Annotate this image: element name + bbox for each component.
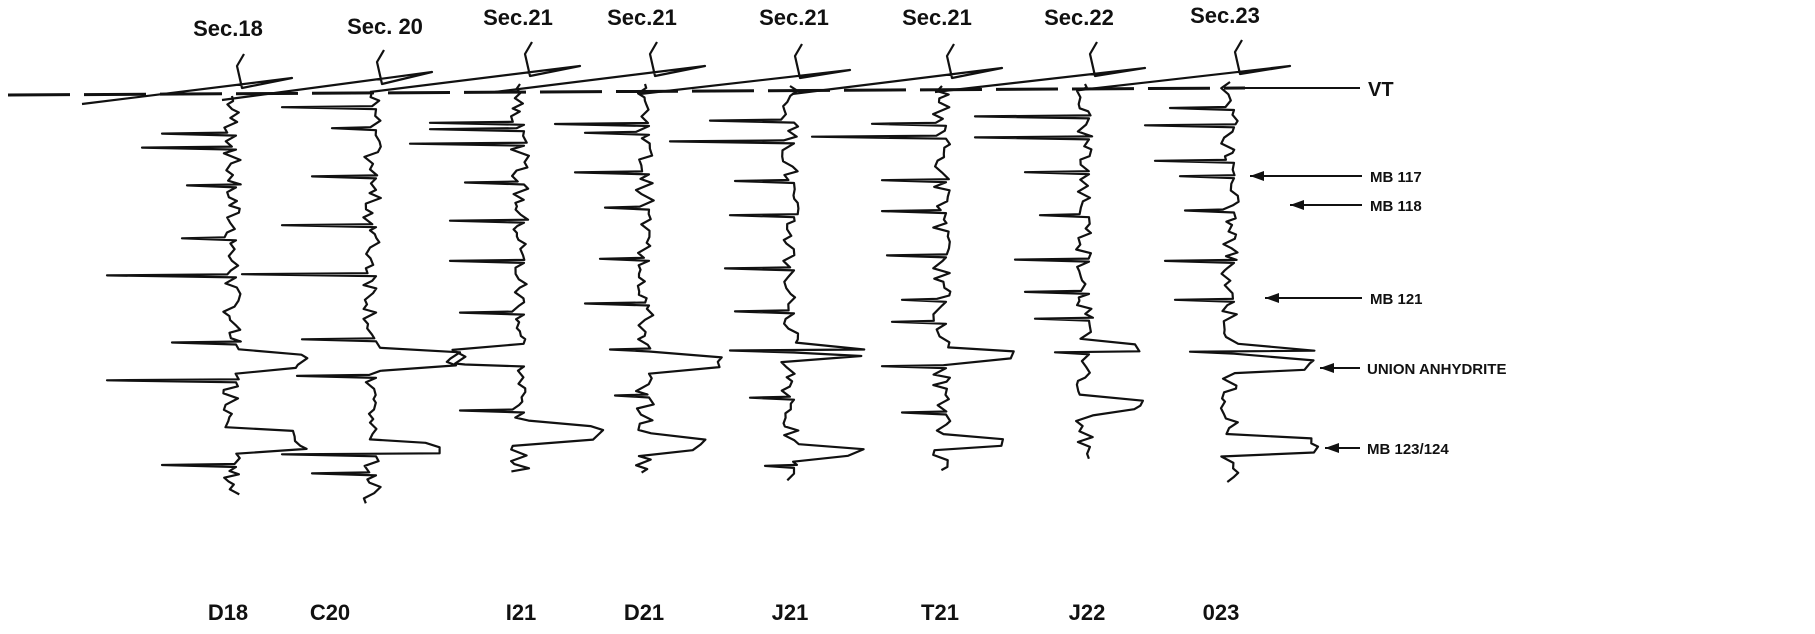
vt-datum-line	[7, 86, 1246, 97]
well-log-trace-i21	[369, 41, 605, 473]
well-log-trace-j21	[639, 43, 866, 482]
well-label-c20: C20	[310, 600, 350, 625]
section-label-i21: Sec.21	[483, 5, 553, 30]
marker-arrow-head	[1265, 293, 1279, 303]
section-label-d21: Sec.21	[607, 5, 677, 30]
section-label-j22: Sec.22	[1044, 5, 1114, 30]
well-log-trace-d21	[494, 41, 723, 474]
well-label-j21: J21	[772, 600, 809, 625]
section-label-023: Sec.23	[1190, 3, 1260, 28]
well-label-023: 023	[1203, 600, 1240, 625]
marker-mb-117: MB 117	[1250, 169, 1422, 186]
well-log-trace-d18	[81, 53, 309, 496]
well-label-j22: J22	[1069, 600, 1106, 625]
marker-mb-118: MB 118	[1290, 198, 1422, 215]
well-labels: D18 C20 I21 D21 J21 T21 J22 023	[208, 600, 1240, 625]
section-label-c20: Sec. 20	[347, 14, 423, 39]
section-labels: Sec.18 Sec. 20 Sec.21 Sec.21 Sec.21 Sec.…	[193, 3, 1260, 41]
marker-mb-123-124: MB 123/124	[1325, 441, 1449, 458]
well-log-trace-t21	[791, 43, 1015, 472]
marker-label-union-anhydrite: UNION ANHYDRITE	[1367, 361, 1506, 378]
well-log-trace-j22	[934, 41, 1147, 460]
well-label-d21: D21	[624, 600, 664, 625]
marker-arrow-head	[1290, 200, 1304, 210]
well-log-trace-c20	[221, 49, 462, 504]
marker-union-anhydrite: UNION ANHYDRITE	[1320, 361, 1506, 378]
section-label-d18: Sec.18	[193, 16, 263, 41]
vt-datum: VT	[7, 79, 1394, 101]
marker-label-mb-121: MB 121	[1370, 291, 1423, 308]
section-label-t21: Sec.21	[902, 5, 972, 30]
marker-label-mb-123-124: MB 123/124	[1367, 441, 1449, 458]
well-label-i21: I21	[506, 600, 537, 625]
marker-arrow-head	[1320, 363, 1334, 373]
marker-arrow-head	[1325, 443, 1339, 453]
marker-mb-121: MB 121	[1265, 291, 1423, 308]
marker-label-mb-118: MB 118	[1370, 198, 1422, 215]
well-log-trace-023	[1079, 39, 1320, 483]
marker-arrow-head	[1250, 171, 1264, 181]
well-label-d18: D18	[208, 600, 248, 625]
marker-label-mb-117: MB 117	[1370, 169, 1422, 186]
well-label-t21: T21	[921, 600, 959, 625]
vt-label: VT	[1368, 79, 1394, 101]
marker-annotations: MB 117 MB 118 MB 121 UNION ANHYDRITE MB …	[1250, 169, 1506, 458]
section-label-j21: Sec.21	[759, 5, 829, 30]
well-log-traces	[81, 39, 1320, 504]
